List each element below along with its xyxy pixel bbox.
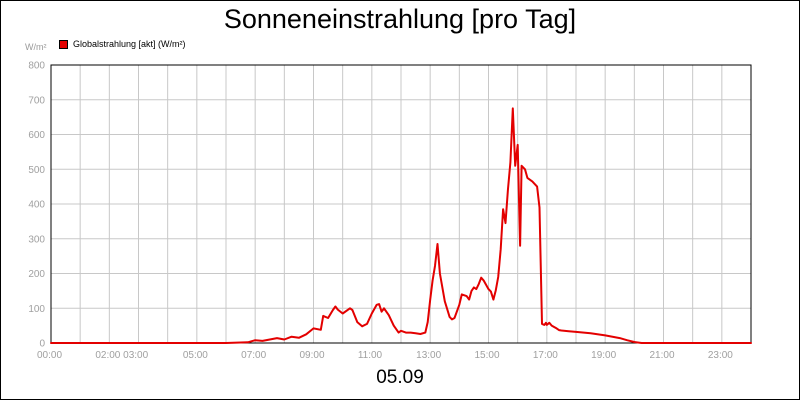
x-tick-label: 05:00 <box>183 350 208 361</box>
y-tick-label: 200 <box>28 269 45 280</box>
legend-swatch <box>59 39 68 49</box>
y-tick-label: 0 <box>39 339 45 350</box>
chart-title: Sonneneinstrahlung [pro Tag] <box>223 4 577 34</box>
x-tick-label: 07:00 <box>241 350 266 361</box>
y-tick-label: 100 <box>28 304 45 315</box>
y-axis-unit-label: W/m² <box>25 42 47 52</box>
legend: Globalstrahlung [akt] (W/m²) <box>59 39 186 49</box>
x-tick-label: 02:00 03:00 <box>95 350 148 361</box>
x-tick-label: 15:00 <box>475 350 500 361</box>
plot-border <box>50 64 752 344</box>
x-tick-label: 17:00 <box>533 350 558 361</box>
x-tick-label: 09:00 <box>300 350 325 361</box>
x-tick-label: 11:00 <box>358 350 383 361</box>
x-tick-label: 19:00 <box>591 350 616 361</box>
y-tick-label: 400 <box>28 200 45 211</box>
x-tick-label: 13:00 <box>416 350 441 361</box>
x-tick-label: 21:00 <box>650 350 675 361</box>
series-line <box>50 107 752 344</box>
y-tick-label: 700 <box>28 95 45 106</box>
y-tick-label: 800 <box>28 61 45 72</box>
y-tick-label: 500 <box>28 165 45 176</box>
x-tick-label: 23:00 <box>708 350 733 361</box>
y-tick-label: 600 <box>28 130 45 141</box>
y-tick-label: 300 <box>28 234 45 245</box>
x-tick-label: 00:00 <box>37 350 62 361</box>
x-axis-date-label: 05.09 <box>376 367 424 388</box>
legend-label: Globalstrahlung [akt] (W/m²) <box>73 39 186 49</box>
